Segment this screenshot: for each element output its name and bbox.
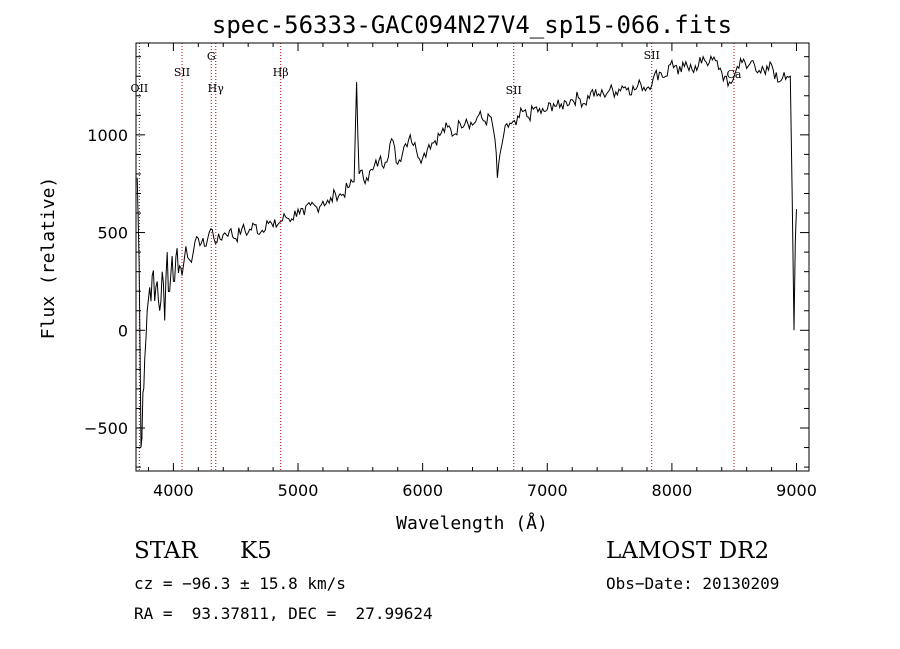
- y-tick-label: 500: [97, 224, 128, 243]
- spectral-line-label: Ca: [726, 68, 741, 81]
- axis-ticks: 4000 5000 6000 7000 8000 9000 −500 0 500 1000: [84, 43, 817, 500]
- x-tick-label: 8000: [652, 481, 693, 500]
- observation-date: Obs−Date: 20130209: [606, 574, 780, 593]
- y-tick-label: 0: [118, 321, 128, 340]
- data-release: LAMOST DR2: [606, 538, 770, 564]
- x-tick-label: 7000: [527, 481, 568, 500]
- x-tick-label: 9000: [776, 481, 817, 500]
- x-axis-label: Wavelength (Å): [396, 512, 548, 534]
- x-tick-label: 6000: [402, 481, 443, 500]
- y-tick-label: −500: [84, 419, 128, 438]
- spectral-line-markers: OII SII G Hγ Hβ SII SII Ca: [131, 43, 742, 471]
- y-axis-label: Flux (relative): [38, 177, 59, 340]
- chart-title: spec-56333-GAC094N27V4_sp15-066.fits: [212, 11, 732, 39]
- sky-coordinates: RA = 93.37811, DEC = 27.99624: [134, 604, 433, 623]
- spectral-line-label: SII: [644, 49, 660, 62]
- plot-frame: [135, 42, 810, 472]
- spectral-line-label: SII: [506, 84, 522, 97]
- y-tick-label: 1000: [87, 126, 128, 145]
- x-tick-label: 5000: [278, 481, 319, 500]
- x-tick-label: 4000: [153, 481, 194, 500]
- spectral-line-label: G: [207, 50, 216, 63]
- redshift-velocity: cz = −96.3 ± 15.8 km/s: [134, 574, 346, 593]
- spectral-line-label: Hγ: [208, 82, 225, 95]
- object-subclass: K5: [240, 538, 272, 564]
- spectrum-line: [136, 54, 797, 448]
- spectral-line-label: SII: [174, 66, 190, 79]
- object-class: STAR: [134, 538, 198, 564]
- spectral-line-label: OII: [131, 82, 149, 95]
- spectral-line-label: Hβ: [273, 66, 289, 79]
